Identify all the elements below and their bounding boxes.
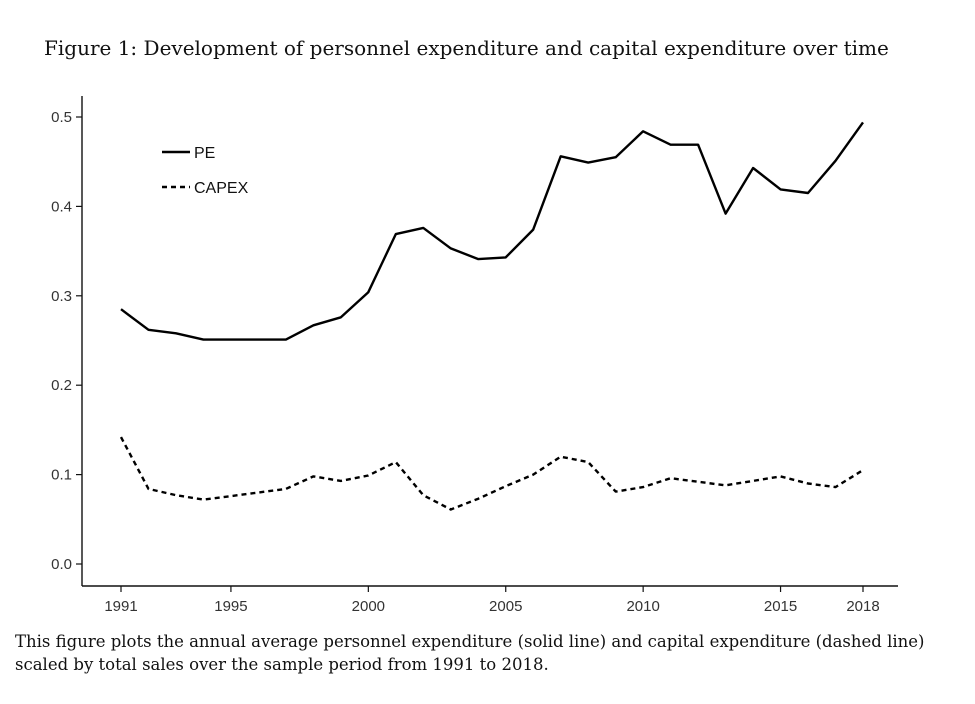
y-tick-label: 0.5 — [51, 109, 72, 126]
y-tick-label: 0.4 — [51, 198, 72, 215]
legend: PE CAPEX — [162, 145, 249, 197]
x-tick-label: 2015 — [764, 598, 797, 615]
x-tick-label: 1995 — [214, 598, 247, 615]
legend-label-capex: CAPEX — [194, 180, 249, 197]
x-tick-label: 2000 — [352, 598, 385, 615]
series-line-pe — [120, 121, 864, 341]
legend-label-pe: PE — [194, 145, 215, 162]
x-tick-label: 2010 — [626, 598, 659, 615]
x-tick-label: 2018 — [846, 598, 879, 615]
y-axis-ticks: 0.0 0.1 0.2 0.3 0.4 0.5 — [51, 109, 82, 573]
y-tick-label: 0.3 — [51, 288, 72, 305]
x-axis-ticks: 1991 1995 2000 2005 2010 2015 2018 — [104, 586, 880, 615]
y-tick-label: 0.2 — [51, 377, 72, 394]
x-tick-label: 2005 — [489, 598, 522, 615]
series-layer — [119, 121, 864, 511]
y-tick-label: 0.0 — [51, 556, 72, 573]
line-chart: 0.0 0.1 0.2 0.3 0.4 0.5 1991 1995 2000 2005 2010 2… — [51, 96, 898, 615]
y-tick-label: 0.1 — [51, 467, 72, 484]
figure-title: Figure 1: Development of personnel expen… — [44, 36, 889, 60]
x-tick-label: 1991 — [104, 598, 137, 615]
figure-caption: This figure plots the annual average per… — [15, 632, 925, 674]
series-line-capex — [119, 436, 864, 511]
